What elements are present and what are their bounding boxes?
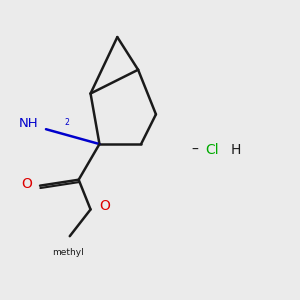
Text: methyl: methyl [52,248,84,257]
Text: O: O [99,200,110,214]
Text: –: – [191,143,198,157]
Text: Cl: Cl [206,143,219,157]
Text: NH: NH [19,117,38,130]
Text: H: H [231,143,242,157]
Text: $_2$: $_2$ [64,117,70,130]
Text: O: O [21,177,32,191]
